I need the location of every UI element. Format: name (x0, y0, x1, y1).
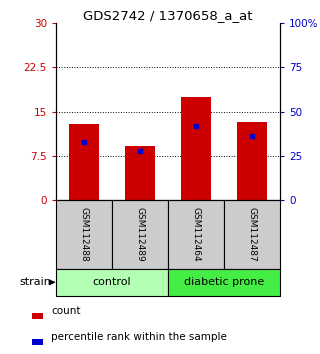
Text: diabetic prone: diabetic prone (184, 277, 264, 287)
Bar (168, 269, 280, 296)
Text: GSM112489: GSM112489 (135, 207, 145, 262)
Text: GSM112488: GSM112488 (79, 207, 89, 262)
Text: percentile rank within the sample: percentile rank within the sample (51, 332, 227, 342)
Text: control: control (93, 277, 131, 287)
Bar (168, 200, 224, 269)
Bar (124, 146, 156, 200)
Text: strain: strain (20, 277, 52, 287)
Bar (236, 122, 268, 200)
Bar (32, 339, 43, 345)
Bar (224, 200, 280, 269)
Text: GSM112487: GSM112487 (247, 207, 257, 262)
Bar (56, 200, 112, 269)
Text: GSM112464: GSM112464 (191, 207, 201, 262)
Bar (32, 313, 43, 319)
Bar (68, 125, 100, 200)
Text: count: count (51, 306, 81, 316)
Bar (56, 269, 168, 296)
Bar (112, 200, 168, 269)
Title: GDS2742 / 1370658_a_at: GDS2742 / 1370658_a_at (83, 9, 253, 22)
Bar (180, 97, 212, 200)
